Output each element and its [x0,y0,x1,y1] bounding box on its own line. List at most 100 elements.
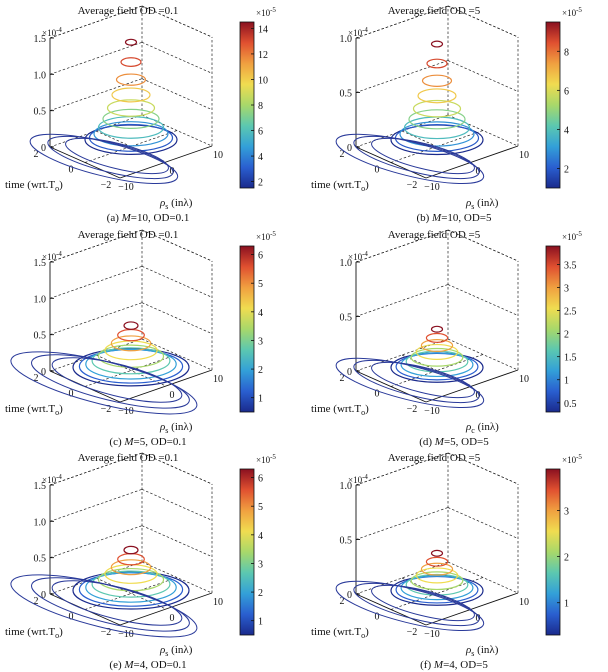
rho-axis-label: ρs (inλ) [159,197,193,211]
rho-axis [119,369,213,403]
time-tick-label: −2 [101,627,112,638]
rho-tick-label: −10 [424,182,440,193]
time-tick-label: −2 [101,404,112,415]
contour-ring [403,116,471,140]
colorbar-tick-label: 3 [564,507,569,518]
floor-contour [65,137,169,175]
colorbar-tick-label: 5 [258,279,263,290]
chart-panel: Average field OD =0.1×10-400.51.01.520−2… [5,229,276,448]
colorbar-tick-label: 0.5 [564,399,577,410]
contour-ring [85,348,177,380]
rho-axis-unit: (inλ) [168,421,192,433]
rho-tick-label: −10 [118,182,134,193]
contour-ring [420,339,454,353]
rho-axis-label: ρc (inλ) [465,421,499,435]
time-tick-label: 2 [34,149,39,160]
contour-ring [415,343,459,360]
contour-ring [120,57,142,67]
z-tick-label: 0.5 [34,107,47,118]
colorbar-tick-label: 4 [258,531,263,542]
time-axis-subscript: o [55,408,59,417]
grid-line [49,266,143,299]
grid-line [355,452,449,486]
z-tick-label: 1.5 [34,258,47,269]
time-axis-label: time (wrt.To) [5,179,63,193]
caption-prefix: (b) [416,212,432,224]
caption-prefix: (e) [109,659,124,671]
colorbar-scale-exponent: -5 [576,453,582,461]
colorbar-tick-label: 2 [258,588,263,599]
grid-line [447,60,519,92]
rho-tick-label: 0 [476,613,481,624]
box-edge [49,338,143,372]
floor-contour [353,582,480,627]
colorbar-tick-label: 1 [258,394,263,405]
time-tick-label: 0 [375,389,380,400]
rho-tick-label: 0 [476,166,481,177]
colorbar-tick-label: 1 [564,376,569,387]
floor-contour [371,584,475,622]
grid-line [355,229,449,263]
grid-line [84,130,178,163]
floor-contour [10,574,198,638]
contour-ring [430,549,444,557]
z-tick-label: 1.5 [34,34,47,45]
grid-line [49,229,143,263]
box-edge [355,114,449,148]
contour-ring [390,575,484,606]
time-axis [355,593,427,626]
contour-ring [110,335,152,352]
z-tick-label: 0 [41,590,46,601]
rho-tick-label: 0 [170,166,175,177]
contour-ring [91,570,171,598]
grid-line [355,5,449,39]
z-tick-label: 1.0 [34,294,47,305]
floor-contour [29,133,179,185]
chart-panel: Average field OD =0.1×10-400.51.01.520−2… [5,452,276,671]
contour-ring [421,74,453,87]
time-axis-subscript: o [361,631,365,640]
colorbar-tick-label: 1.5 [564,353,577,364]
rho-axis-subscript: s [471,202,474,211]
contour-ring [408,109,466,130]
floor-contour [335,580,485,632]
z-tick-label: 0 [347,590,352,601]
colorbar-scale-exponent: -5 [270,6,276,14]
rho-tick-label: 10 [213,150,223,161]
box-edge [141,561,213,594]
z-tick-label: 0.5 [340,89,353,100]
contour-ring [106,99,156,117]
floor-contour [335,133,485,185]
colorbar-scale-exponent: -5 [576,230,582,238]
rho-axis-label: ρs (inλ) [159,644,193,658]
grid-line [355,507,449,540]
grid-line [49,452,143,486]
rho-tick-label: 10 [519,597,529,608]
contour-ring [425,332,449,343]
z-scale-exponent: -4 [362,250,368,258]
rho-axis-subscript: s [471,649,474,658]
contour-ring [72,571,190,610]
rho-tick-label: −10 [118,629,134,640]
z-tick-label: 0 [347,367,352,378]
rho-axis-subscript: c [471,426,475,435]
grid-line [49,5,143,39]
contour-ring [420,562,454,576]
z-tick-label: 0 [41,143,46,154]
time-axis-label: time (wrt.To) [311,626,369,640]
rho-axis-label: ρs (inλ) [465,197,499,211]
colorbar [239,245,255,413]
time-axis-label: time (wrt.To) [311,403,369,417]
contour-ring [390,352,484,383]
colorbar-scale-label: ×10-5 [562,6,582,18]
caption-prefix: (c) [109,436,124,448]
time-tick-label: −2 [101,180,112,191]
panel-caption: (b) M=10, OD=5 [416,212,492,224]
rho-tick-label: 0 [476,390,481,401]
time-tick-label: −2 [407,404,418,415]
z-tick-label: 1.5 [34,481,47,492]
rho-axis-subscript: s [165,202,168,211]
grid-line [49,78,143,111]
time-axis [49,146,121,179]
